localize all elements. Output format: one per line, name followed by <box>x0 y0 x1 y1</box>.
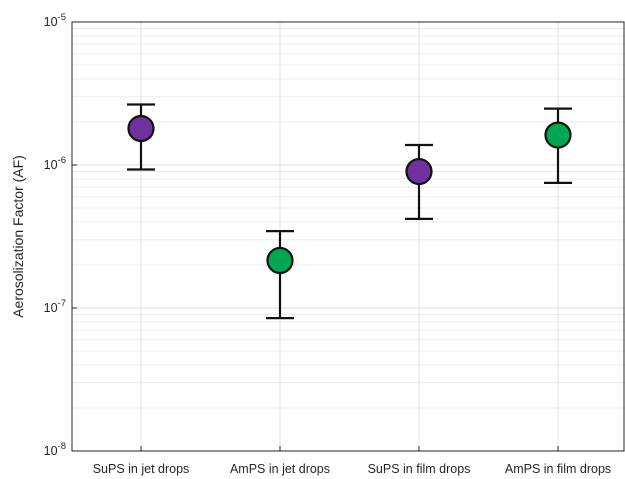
y-tick-label: 10-6 <box>44 155 66 172</box>
x-tick-label: SuPS in jet drops <box>93 462 190 476</box>
data-points <box>127 103 572 320</box>
y-tick-label: 10-8 <box>44 441 66 458</box>
x-tick-label: SuPS in film drops <box>368 462 471 476</box>
x-tick-label: AmPS in jet drops <box>230 462 330 476</box>
x-tick-label: AmPS in film drops <box>505 462 611 476</box>
data-point <box>544 121 572 149</box>
x-gridlines <box>140 22 559 451</box>
y-tick-label: 10-5 <box>44 12 66 29</box>
data-point <box>405 157 433 186</box>
x-axis-ticks: SuPS in jet drops AmPS in jet drops SuPS i… <box>93 446 611 476</box>
minor-gridlines <box>72 28 625 409</box>
y-axis-label: Aerosolization Factor (AF) <box>10 155 26 318</box>
y-axis-ticks: 10-8 10-7 10-6 10-5 <box>44 12 77 458</box>
major-gridlines <box>72 21 625 452</box>
plot-frame <box>71 21 625 452</box>
y-tick-label: 10-7 <box>44 298 66 315</box>
data-point <box>127 114 155 143</box>
data-point <box>266 246 294 275</box>
